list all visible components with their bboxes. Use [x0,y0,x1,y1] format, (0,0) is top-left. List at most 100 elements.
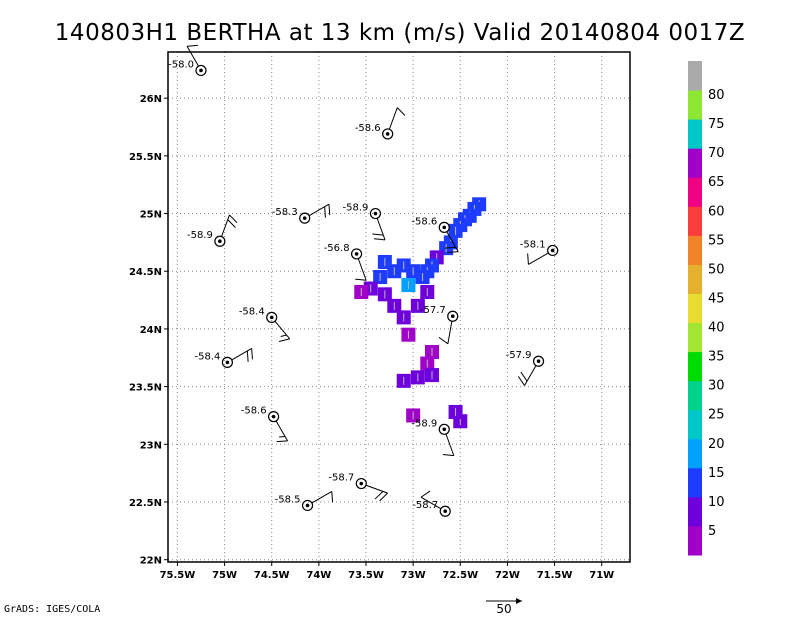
dropsonde-dot [354,252,359,256]
wind-barb-flag [447,251,459,253]
wind-barb-flag [324,206,326,218]
dropsonde-dot [373,211,378,216]
colorbar-label: 40 [708,321,725,336]
dropsonde-dot [536,359,541,364]
y-tick-label: 22.5N [129,498,162,509]
dropsonde-dot [199,68,203,73]
reference-vector-label: 50 [496,602,511,616]
dropsonde-dot [443,509,448,514]
colorbar-label: 75 [708,117,725,132]
y-tick-label: 26N [140,94,162,105]
wind-barb-flag [328,204,331,216]
dropsonde-dot [550,248,555,253]
dropsonde-dot [442,225,447,230]
x-tick-label: 75W [212,570,237,581]
dropsonde-ring [221,356,233,368]
dropsonde-label: -58.6 [241,406,267,417]
colorbar-swatch [688,264,702,294]
wind-barb-flag [251,348,253,360]
wind-barb-flag [331,491,334,503]
dropsonde-dot [359,481,364,486]
wind-barb-staff [447,321,453,344]
y-tick-label: 25N [140,210,162,221]
dropsonde-marker: -58.6 [411,216,459,253]
x-tick-label: 73.5W [348,570,384,581]
colorbar-swatch [688,525,702,556]
wind-barb-flag [278,338,290,343]
colorbar-swatch [688,351,702,382]
dropsonde-marker: -57.7 [420,305,459,345]
y-tick-label: 24.5N [129,267,162,278]
dropsonde-marker: -58.7 [328,473,388,502]
dropsonde-label: -58.5 [275,494,301,505]
wind-barb-flag [229,214,238,224]
wind-barb-staff [221,214,230,237]
dropsonde-label: -57.9 [506,350,532,361]
dropsonde-label: -58.4 [239,306,265,317]
wind-barb-flag [227,219,236,228]
x-tick-label: 74.5W [254,570,290,581]
dropsonde-marker: -58.3 [272,203,331,224]
dropsonde-label: -58.0 [168,59,194,70]
wind-barb-flag [527,253,529,265]
colorbar-label: 30 [708,379,725,394]
wind-barb-staff [311,491,333,504]
wind-barb-flag [420,490,431,498]
y-tick-label: 23N [140,440,162,451]
colorbar-label: 15 [708,466,725,481]
x-tick-label: 72.5W [442,570,478,581]
x-tick-label: 73W [401,570,426,581]
colorbar-swatch [688,293,702,324]
map-axes: 75.5W 75W 74.5W 74W 73.5W 73W 72.5W 72W 71.5W 71W… [129,94,614,581]
colorbar-swatch [688,61,702,91]
colorbar-swatch [688,90,702,120]
wind-barb-staff [275,420,289,442]
wind-barb-flag [374,238,386,241]
dropsonde-ring [439,505,451,517]
wind-barb-flag [186,44,199,47]
wind-barb-flag [374,491,384,500]
x-tick-label: 71W [589,570,614,581]
wind-barb-flag [379,492,388,502]
dropsonde-ring [268,411,280,423]
dropsonde-dot [305,503,310,508]
dropsonde-dot [269,315,274,320]
wind-barb-flag [280,334,287,337]
dropsonde-ring [369,207,382,220]
dropsonde-marker: -57.9 [506,350,545,386]
wind-barb-flag [372,233,384,236]
dropsonde-label: -58.9 [411,418,437,429]
dropsonde-marker: -58.6 [241,406,289,443]
wind-barb-flag [517,376,525,386]
colorbar-label: 70 [708,146,725,161]
dropsonde-layer: -58.0 -58.6 -58.3 -58.9 -58.9 -58.6 -58.1 -56.8… [168,44,559,517]
dropsonde-marker: -56.8 [324,243,367,281]
wind-barb-staff [357,258,367,281]
y-tick-label: 23.5N [129,383,162,394]
dropsonde-marker: -58.6 [355,107,406,140]
x-tick-label: 71.5W [537,570,573,581]
dropsonde-label: -58.1 [520,239,546,250]
wind-barb-flag [246,350,249,362]
x-tick-label: 74W [306,570,331,581]
wind-barb-staff [388,107,398,130]
colorbar-label: 35 [708,350,725,365]
wind-barb-flag [520,371,528,382]
dropsonde-marker: -58.9 [411,418,455,457]
dropsonde-ring [266,311,278,323]
colorbar-label: 25 [708,408,725,423]
colorbar-label: 60 [708,204,725,219]
colorbar-swatch [688,409,702,440]
dropsonde-label: -58.4 [195,351,221,362]
y-tick-label: 24N [140,325,162,336]
wind-barb-flag [396,107,406,116]
dropsonde-ring [195,64,207,77]
wind-barb-staff [420,496,442,510]
dropsonde-ring [355,477,367,490]
dropsonde-marker: -58.1 [520,239,559,265]
dropsonde-label: -58.7 [328,473,354,484]
wind-speed-field [354,197,487,429]
dropsonde-ring [447,310,459,322]
dropsonde-ring [214,235,226,247]
